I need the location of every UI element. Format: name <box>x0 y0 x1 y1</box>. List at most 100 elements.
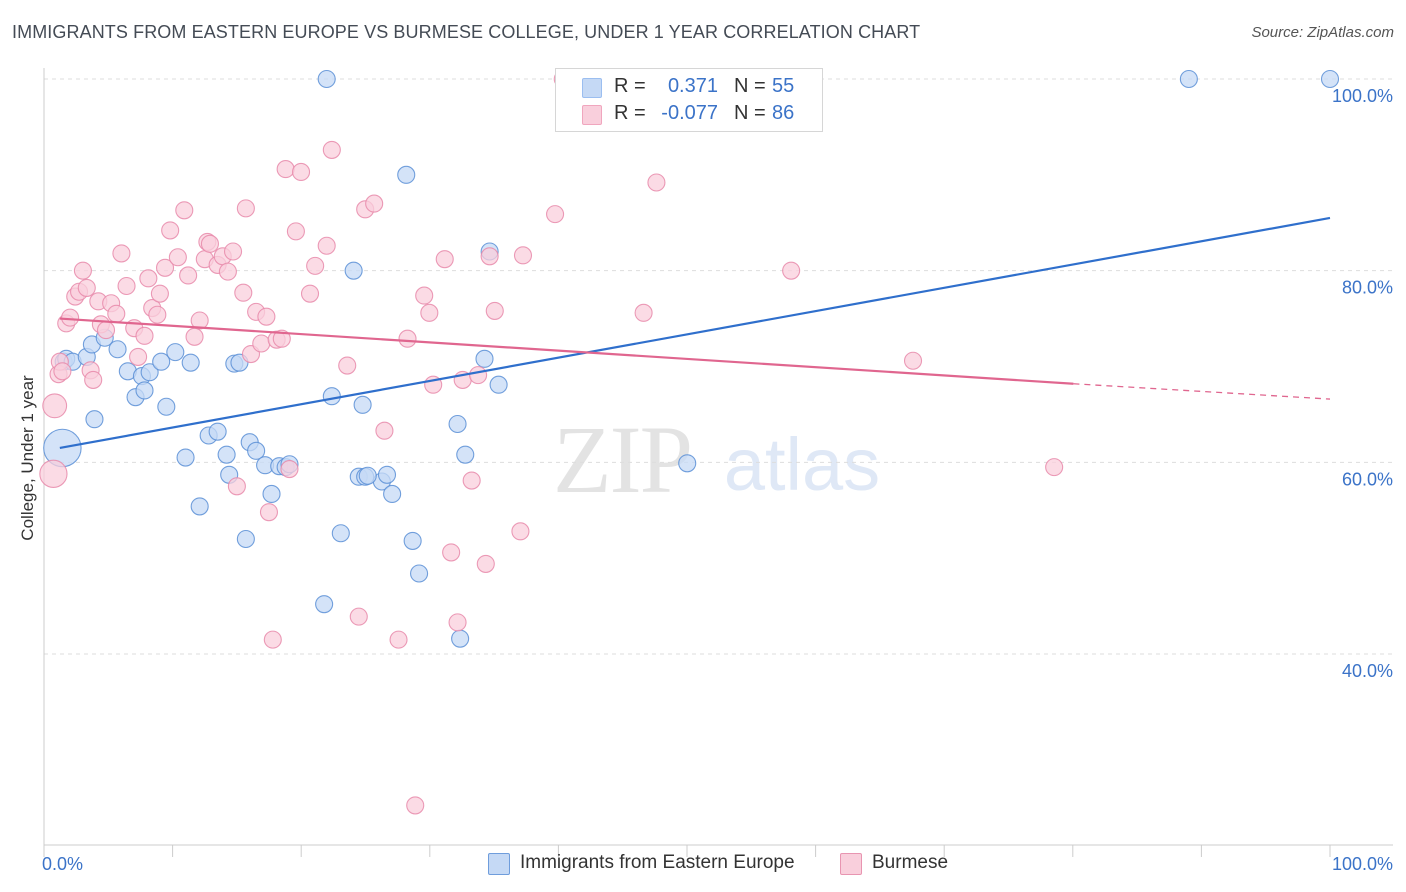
point-burmese <box>546 205 565 224</box>
watermark: ZIP atlas <box>553 406 880 513</box>
point-burmese <box>117 276 136 296</box>
point-burmese <box>634 303 653 322</box>
y-tick-label: 60.0% <box>1342 469 1393 489</box>
point-eastern-europe <box>208 422 227 441</box>
point-eastern-europe <box>678 454 697 473</box>
point-eastern-europe <box>475 349 494 368</box>
point-eastern-europe <box>85 410 104 429</box>
watermark-zip: ZIP <box>553 406 691 513</box>
point-eastern-europe <box>410 564 429 583</box>
point-burmese <box>1045 458 1064 477</box>
point-burmese <box>135 326 154 345</box>
trend-line-burmese <box>59 317 1074 385</box>
point-burmese <box>647 173 666 192</box>
point-burmese <box>84 370 103 389</box>
point-eastern-europe <box>397 165 416 184</box>
point-burmese <box>155 258 175 277</box>
point-eastern-europe <box>358 466 377 485</box>
bottom-legend-label: Burmese <box>872 852 949 873</box>
point-burmese <box>150 284 169 303</box>
point-burmese <box>112 244 131 263</box>
point-burmese <box>406 796 425 815</box>
point-eastern-europe <box>403 531 422 550</box>
legend-n-value: 86 <box>772 102 795 124</box>
point-burmese <box>272 329 291 348</box>
point-burmese <box>73 261 92 280</box>
point-burmese <box>161 221 180 240</box>
point-eastern-europe <box>190 497 209 516</box>
point-burmese <box>96 321 116 340</box>
point-burmese <box>349 607 368 626</box>
point-eastern-europe <box>236 529 255 549</box>
point-eastern-europe <box>217 445 236 464</box>
legend-n-label: N = <box>734 102 766 124</box>
point-burmese <box>53 362 72 381</box>
point-burmese <box>306 256 325 275</box>
point-eastern-europe <box>315 595 334 614</box>
point-eastern-europe <box>262 484 281 504</box>
point-burmese <box>234 283 253 302</box>
point-burmese <box>782 261 801 280</box>
point-burmese <box>903 351 923 370</box>
point-burmese <box>442 543 461 562</box>
point-eastern-europe <box>176 448 195 467</box>
legend-r-label: R = <box>614 75 646 97</box>
point-eastern-europe <box>247 441 266 460</box>
point-eastern-europe <box>353 395 372 414</box>
point-burmese <box>480 247 499 266</box>
point-burmese <box>286 222 305 241</box>
point-eastern-europe <box>344 261 363 280</box>
point-eastern-europe <box>322 387 341 406</box>
legend-row-burmese: R = -0.077 N = 86 <box>556 102 822 128</box>
point-burmese <box>462 471 481 490</box>
point-burmese <box>415 286 434 305</box>
chart-title: IMMIGRANTS FROM EASTERN EUROPE VS BURMES… <box>12 22 921 42</box>
point-burmese <box>107 304 126 323</box>
legend-n-label: N = <box>734 75 766 97</box>
point-burmese <box>129 347 148 366</box>
axes <box>43 68 1393 857</box>
point-burmese <box>513 246 533 265</box>
point-burmese <box>257 307 276 326</box>
point-burmese <box>190 311 209 330</box>
y-tick-label: 80.0% <box>1342 278 1393 298</box>
point-burmese <box>435 250 454 269</box>
legend-swatch-burmese <box>582 105 602 125</box>
legend-r-label: R = <box>614 102 646 124</box>
point-eastern-europe <box>181 353 200 372</box>
point-burmese <box>42 393 68 419</box>
point-burmese <box>179 266 198 285</box>
point-eastern-europe <box>451 629 470 648</box>
point-burmese <box>280 459 299 479</box>
x-tick-label-max: 100.0% <box>1332 854 1393 874</box>
point-burmese <box>375 421 394 440</box>
point-burmese <box>398 329 417 348</box>
point-burmese <box>448 613 467 632</box>
point-eastern-europe <box>377 465 397 484</box>
point-eastern-europe <box>489 375 508 394</box>
point-burmese <box>218 262 237 281</box>
point-burmese <box>300 284 320 303</box>
point-burmese <box>148 305 167 324</box>
point-burmese <box>61 308 80 327</box>
legend-swatch-eastern-europe <box>582 78 602 98</box>
point-burmese <box>263 630 282 649</box>
legend-r-value: -0.077 <box>661 102 718 124</box>
point-burmese <box>236 199 255 218</box>
y-tick-label: 40.0% <box>1342 661 1393 681</box>
point-burmese <box>291 162 311 182</box>
bottom-legend-swatch-burmese <box>840 853 862 875</box>
y-tick-label: 100.0% <box>1332 86 1393 106</box>
point-eastern-europe <box>135 381 154 400</box>
point-burmese <box>511 522 530 541</box>
correlation-legend: R = 0.371 N = 55 R = -0.077 N = 86 <box>555 68 823 132</box>
point-burmese <box>276 160 295 179</box>
point-burmese <box>259 503 279 522</box>
point-burmese <box>322 140 341 159</box>
point-eastern-europe <box>456 445 475 464</box>
point-burmese <box>200 234 219 253</box>
point-burmese <box>317 236 336 255</box>
point-burmese <box>77 278 96 297</box>
point-burmese <box>223 242 243 261</box>
